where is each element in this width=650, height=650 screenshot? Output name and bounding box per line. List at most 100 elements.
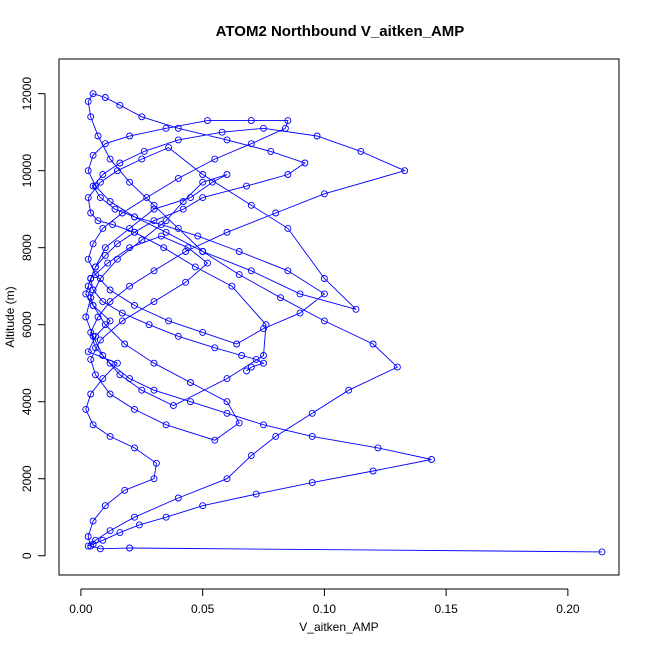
data-point (126, 282, 134, 290)
data-point (135, 521, 143, 529)
data-point (320, 290, 328, 298)
data-point (131, 444, 138, 452)
data-point (99, 171, 107, 178)
data-point (260, 124, 267, 132)
data-point (150, 359, 158, 367)
data-point (87, 328, 95, 336)
data-point (162, 513, 170, 521)
data-point (272, 432, 280, 440)
data-point (87, 390, 95, 398)
data-point (126, 544, 134, 552)
data-point (235, 419, 243, 427)
x-axis: 0.00 0.05 0.10 0.15 0.20 (69, 588, 580, 616)
data-point (247, 117, 255, 125)
data-point (118, 309, 126, 317)
data-point (150, 205, 158, 213)
data-point (89, 517, 97, 525)
data-point (96, 194, 104, 202)
data-point (218, 128, 226, 136)
data-point (223, 409, 231, 417)
data-point (89, 286, 97, 294)
data-point (82, 290, 90, 298)
data-point (99, 224, 107, 232)
data-point (131, 405, 138, 413)
data-point (174, 224, 182, 232)
data-point (126, 224, 134, 232)
data-point (82, 405, 90, 413)
data-point (238, 352, 246, 359)
data-point (199, 178, 207, 186)
data-point (284, 267, 292, 275)
x-tick-label: 0.20 (556, 602, 580, 616)
data-point (308, 479, 316, 487)
data-point (313, 132, 321, 140)
data-point (84, 255, 92, 263)
data-point (247, 140, 255, 148)
data-point (152, 459, 160, 467)
y-tick-label: 2000 (20, 465, 34, 492)
data-point (150, 475, 158, 483)
data-point (150, 201, 158, 209)
series-line (85, 93, 603, 553)
data-point (113, 359, 121, 367)
data-point (99, 375, 107, 383)
data-point (233, 340, 241, 348)
data-point (99, 298, 107, 306)
data-point (260, 352, 267, 359)
data-point (101, 244, 109, 252)
data-point (199, 171, 207, 178)
data-point (145, 321, 153, 329)
y-tick-label: 0 (20, 552, 34, 559)
data-point (169, 402, 177, 410)
data-point (223, 136, 231, 144)
data-point (393, 363, 401, 371)
data-point (199, 502, 207, 510)
data-point (106, 286, 114, 294)
data-point (260, 359, 267, 367)
data-point (89, 182, 97, 190)
data-point (223, 475, 231, 483)
data-point (223, 171, 231, 178)
data-point (267, 147, 275, 155)
data-point (101, 94, 109, 101)
data-point (157, 232, 165, 240)
data-point (187, 379, 194, 386)
data-point (87, 355, 95, 363)
data-point (174, 136, 182, 144)
data-point (320, 190, 328, 198)
data-point (84, 97, 92, 105)
data-point (96, 178, 104, 186)
data-point (92, 332, 99, 340)
data-point (109, 221, 117, 229)
data-point (101, 502, 109, 510)
data-point (101, 321, 109, 329)
data-point (89, 240, 97, 248)
data-point (174, 124, 182, 132)
y-axis: 0 2000 4000 6000 8000 10000 12000 (20, 77, 46, 559)
data-point (116, 101, 124, 109)
data-point (89, 332, 97, 340)
data-point (96, 275, 104, 282)
data-point (179, 205, 187, 213)
data-point (199, 248, 207, 255)
y-tick-label: 6000 (20, 311, 34, 338)
data-point (118, 209, 126, 217)
data-point (138, 386, 146, 394)
data-point (121, 340, 129, 348)
data-point (106, 198, 114, 205)
y-axis-label: Altitude (m) (3, 286, 17, 347)
data-point (308, 409, 316, 417)
data-point (182, 248, 190, 255)
data-point (87, 113, 95, 121)
data-point (598, 548, 606, 556)
data-point (84, 542, 92, 550)
data-point (320, 317, 328, 325)
data-point (252, 355, 260, 363)
data-point (401, 167, 409, 175)
data-point (284, 171, 292, 178)
data-point (106, 390, 114, 398)
data-point (165, 317, 173, 325)
data-point (187, 194, 194, 202)
data-series (82, 90, 606, 556)
data-point (260, 421, 267, 429)
